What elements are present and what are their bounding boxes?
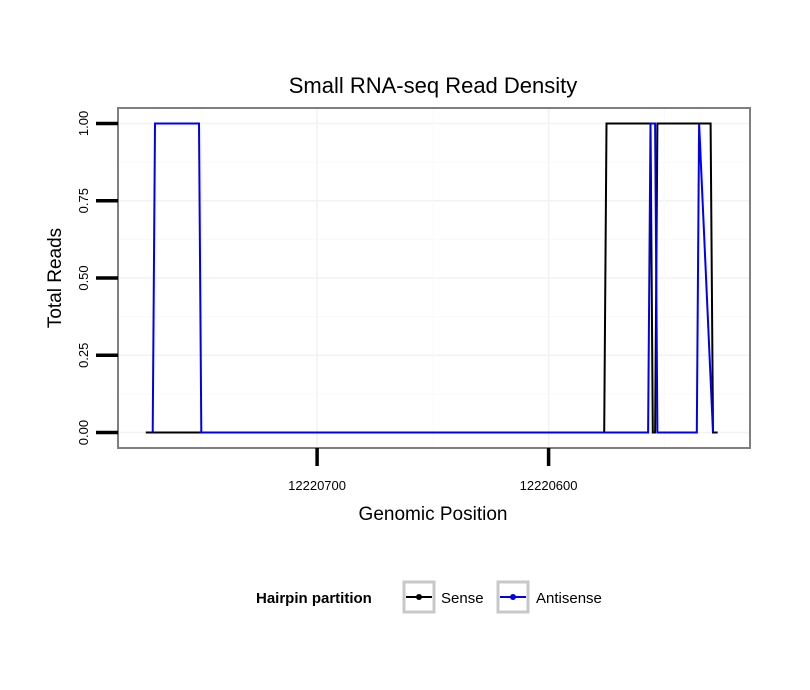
legend-dot-sense <box>416 594 422 600</box>
grid <box>118 108 750 448</box>
y-axis: 0.00 0.25 0.50 0.75 1.00 <box>76 111 118 445</box>
series-layer <box>145 122 718 434</box>
x-axis-title: Genomic Position <box>359 504 508 525</box>
y-axis-title: Total Reads <box>45 228 66 328</box>
x-axis: 12220700 12220600 <box>288 448 578 493</box>
legend-entry-sense: Sense <box>402 580 484 614</box>
legend-label-sense: Sense <box>441 590 484 607</box>
series-line-antisense <box>151 122 714 434</box>
y-tick-label: 0.00 <box>76 420 91 445</box>
legend-dot-antisense <box>510 594 516 600</box>
y-tick-label: 0.25 <box>76 343 91 368</box>
x-tick-label: 12220600 <box>520 478 578 493</box>
chart-title: Small RNA-seq Read Density <box>289 73 578 98</box>
series-line-sense <box>145 122 718 434</box>
y-tick-label: 0.50 <box>76 265 91 290</box>
legend-label-antisense: Antisense <box>536 590 602 607</box>
y-tick-label: 0.75 <box>76 188 91 213</box>
y-tick-label: 1.00 <box>76 111 91 136</box>
legend-title: Hairpin partition <box>256 590 372 607</box>
legend-entry-antisense: Antisense <box>496 580 602 614</box>
legend: Hairpin partition Sense Antisense <box>256 580 602 614</box>
x-tick-label: 12220700 <box>288 478 346 493</box>
